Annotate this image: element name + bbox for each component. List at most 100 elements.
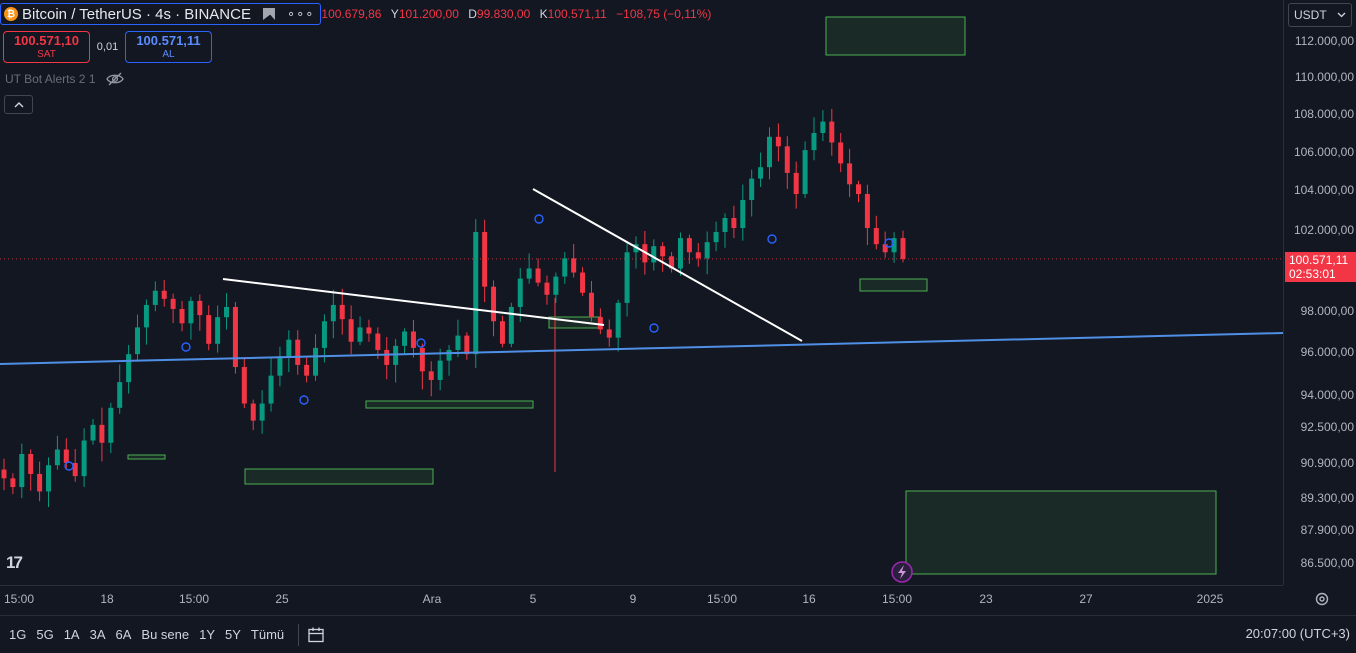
candle-body [37, 473, 43, 492]
last-price-label: 100.571,11 02:53:01 [1285, 252, 1356, 282]
buy-label: AL [162, 48, 175, 60]
flag-icon[interactable] [262, 8, 275, 20]
candle-body [784, 146, 790, 173]
candle-body [321, 321, 327, 348]
range-button[interactable]: 6A [115, 627, 132, 642]
ohlc-low: 99.830,00 [476, 7, 531, 21]
range-button[interactable]: 5G [36, 627, 54, 642]
candle-body [669, 256, 675, 269]
candle-body [126, 354, 132, 383]
candle-body [375, 333, 381, 350]
candle-body [99, 424, 105, 443]
candle-body [197, 300, 203, 316]
signal-marker [534, 214, 544, 224]
indicator-legend[interactable]: UT Bot Alerts 2 1 [5, 72, 124, 86]
sell-price: 100.571,10 [13, 33, 80, 49]
resistance-trendline [222, 278, 605, 326]
time-tick-label: 25 [275, 592, 289, 606]
candle-body [775, 136, 781, 147]
zone-box [905, 490, 1217, 575]
candle-body [802, 150, 808, 194]
price-tick-label: 94.000,00 [1300, 388, 1354, 402]
candle-body [597, 317, 603, 330]
candle-body [348, 319, 354, 342]
tradingview-logo[interactable]: 17 [6, 553, 23, 572]
clock-timezone[interactable]: 20:07:00 (UTC+3) [1245, 626, 1350, 641]
candle-body [366, 327, 372, 334]
toolbar-separator [298, 623, 300, 646]
price-tick-label: 102.000,00 [1293, 223, 1354, 237]
lightning-glyph [898, 565, 906, 579]
time-axis[interactable]: 15:00 18 15:00 25 Ara 5 9 15:00 16 15:00 23 27 2025 [0, 585, 1283, 610]
candle-body [304, 364, 310, 376]
candle-body [571, 258, 577, 273]
candle-body [695, 252, 701, 259]
candle-body [464, 335, 470, 355]
candle-body [526, 268, 532, 279]
candle-body [268, 375, 274, 404]
ohlc-values: 100.679,86 Y101.200,00 D99.830,00 K100.5… [321, 7, 711, 21]
collapse-legend-button[interactable] [4, 95, 33, 114]
range-button[interactable]: 1A [63, 627, 80, 642]
price-tick-label: 90.900,00 [1300, 456, 1354, 470]
candle-body [482, 232, 488, 287]
candle-body [677, 238, 683, 269]
ohlc-high: 101.200,00 [398, 7, 459, 21]
candle-body [295, 339, 301, 365]
candle-body [855, 184, 861, 194]
eye-off-icon[interactable] [105, 72, 124, 86]
time-tick-label: 9 [629, 592, 637, 606]
range-button[interactable]: 1G [9, 627, 27, 642]
last-price-value: 100.571,11 [1289, 253, 1349, 267]
sell-label: SAT [37, 48, 56, 60]
candle-body [847, 163, 853, 185]
candle-body [686, 238, 692, 253]
signal-marker [181, 342, 191, 352]
sell-button[interactable]: 100.571,10 SAT [3, 31, 90, 63]
signal-marker [64, 461, 74, 471]
candle-body [410, 331, 416, 348]
candle-body [179, 308, 185, 324]
candle-body [517, 278, 523, 307]
candle-body [19, 454, 25, 488]
candle-body [535, 268, 541, 283]
price-tick-label: 104.000,00 [1293, 183, 1354, 197]
candle-body [446, 349, 452, 361]
candle-body [437, 360, 443, 380]
candle-body [143, 304, 149, 328]
candle-body [891, 238, 897, 253]
signal-marker [416, 338, 426, 348]
calendar-icon[interactable] [307, 626, 325, 644]
price-axis[interactable]: USDT 112.000,00 110.000,00 108.000,00 106.0… [1283, 0, 1356, 585]
candle-body [740, 200, 746, 228]
candle-body [749, 178, 755, 200]
resistance-trendline [532, 188, 803, 342]
candle-body [588, 292, 594, 318]
chart-legend: ₿ Bitcoin / TetherUS · 4s · BINANCE ∘∘∘ … [0, 3, 711, 25]
candle-body [188, 300, 194, 324]
settings-gear-icon[interactable] [1314, 591, 1330, 607]
ohlc-open: 100.679,86 [321, 7, 382, 21]
symbol-selector[interactable]: ₿ Bitcoin / TetherUS · 4s · BINANCE ∘∘∘ [0, 3, 322, 25]
candle-body [704, 242, 710, 259]
range-button[interactable]: Tümü [250, 627, 285, 642]
more-options-icon[interactable]: ∘∘∘ [286, 6, 315, 21]
range-button[interactable]: 1Y [199, 627, 216, 642]
candle-body [277, 356, 283, 376]
buy-button[interactable]: 100.571,11 AL [125, 31, 212, 63]
time-tick-label: 16 [802, 592, 816, 606]
bottom-toolbar: 1G 5G 1A 3A 6A Bu sene 1Y 5Y Tümü 20:07:00 (UTC+… [0, 615, 1356, 653]
time-tick-label: 15:00 [706, 592, 738, 606]
range-button[interactable]: 3A [89, 627, 106, 642]
range-button[interactable]: 5Y [225, 627, 241, 642]
price-chart[interactable] [0, 0, 1283, 585]
range-button[interactable]: Bu sene [141, 627, 190, 642]
candle-body [580, 272, 586, 293]
price-tick-label: 98.000,00 [1300, 304, 1354, 318]
candle-body [624, 252, 630, 303]
symbol-title[interactable]: Bitcoin / TetherUS · 4s · BINANCE [22, 5, 251, 23]
candle-body [731, 218, 737, 228]
time-tick-label: 23 [979, 592, 993, 606]
candle-body [206, 315, 212, 344]
currency-selector[interactable]: USDT [1288, 3, 1352, 27]
